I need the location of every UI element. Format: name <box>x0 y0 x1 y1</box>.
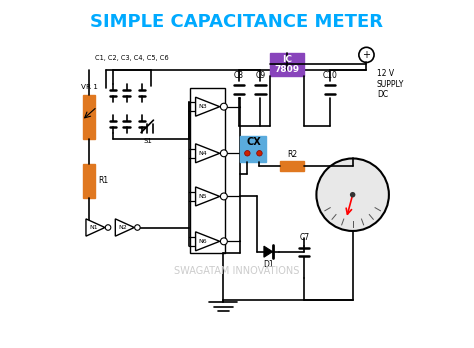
Circle shape <box>220 193 228 200</box>
Bar <box>240 136 266 162</box>
Text: C9: C9 <box>255 71 265 80</box>
Polygon shape <box>86 219 105 236</box>
Polygon shape <box>196 187 220 206</box>
Text: C8: C8 <box>234 71 244 80</box>
Bar <box>280 161 304 171</box>
Text: IC
7809: IC 7809 <box>274 55 300 74</box>
Text: +: + <box>363 50 371 60</box>
Text: R1: R1 <box>98 176 108 185</box>
Bar <box>270 53 304 76</box>
Text: N2: N2 <box>118 225 128 230</box>
Text: N5: N5 <box>199 194 207 199</box>
Text: C10: C10 <box>323 71 337 80</box>
Text: SWAGATAM INNOVATIONS: SWAGATAM INNOVATIONS <box>174 266 300 276</box>
Text: D1: D1 <box>263 260 273 269</box>
Circle shape <box>135 225 140 230</box>
Circle shape <box>220 150 228 157</box>
Text: C1, C2, C3, C4, C5, C6: C1, C2, C3, C4, C5, C6 <box>95 55 169 61</box>
Polygon shape <box>196 232 220 251</box>
Text: SIMPLE CAPACITANCE METER: SIMPLE CAPACITANCE METER <box>91 13 383 31</box>
Circle shape <box>220 238 228 245</box>
Polygon shape <box>115 219 134 236</box>
Text: C7: C7 <box>299 234 310 242</box>
Circle shape <box>105 225 111 230</box>
Circle shape <box>317 158 389 231</box>
Polygon shape <box>196 97 220 116</box>
Text: N4: N4 <box>199 151 207 156</box>
Polygon shape <box>264 246 273 257</box>
Text: S1: S1 <box>144 138 153 144</box>
Text: 12 V
SUPPLY
DC: 12 V SUPPLY DC <box>377 69 404 99</box>
Text: CX: CX <box>246 137 261 147</box>
Circle shape <box>220 103 228 110</box>
Text: N6: N6 <box>199 239 207 244</box>
Text: R2: R2 <box>287 150 297 159</box>
Bar <box>83 95 95 140</box>
Text: VR 1: VR 1 <box>81 84 98 90</box>
Text: N1: N1 <box>90 225 98 230</box>
Circle shape <box>257 151 262 156</box>
Circle shape <box>350 192 356 197</box>
Polygon shape <box>196 144 220 163</box>
Circle shape <box>245 151 250 156</box>
Bar <box>83 164 95 198</box>
Bar <box>191 88 225 253</box>
Text: N3: N3 <box>199 104 207 109</box>
